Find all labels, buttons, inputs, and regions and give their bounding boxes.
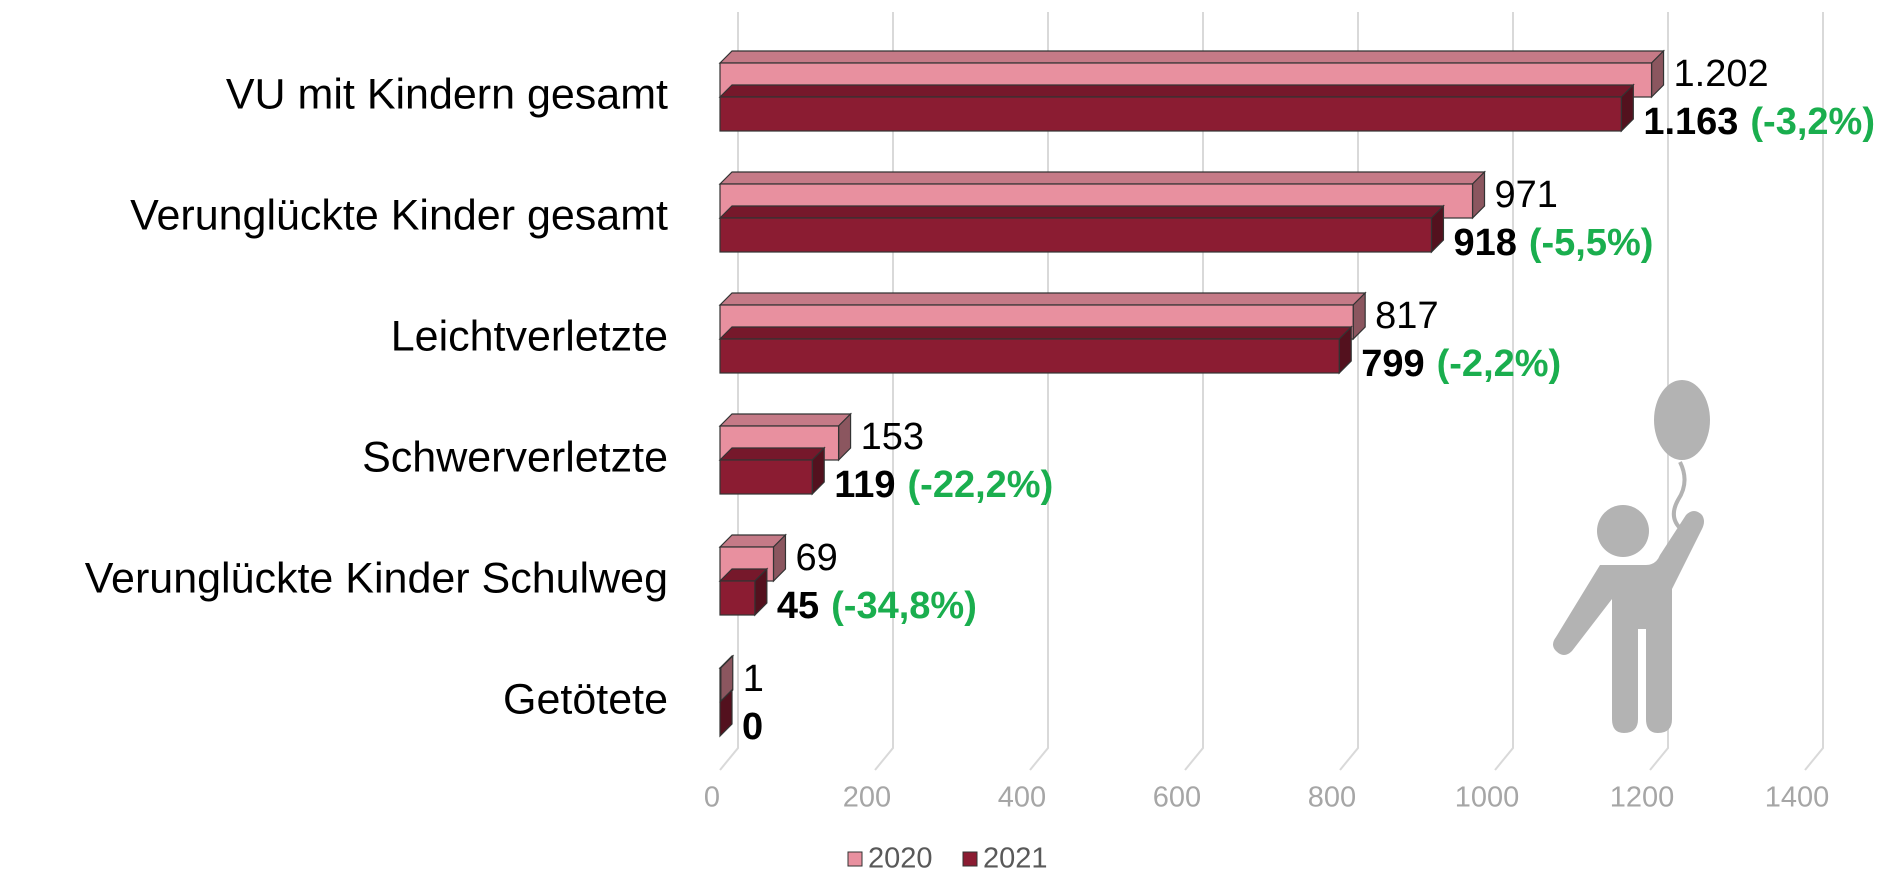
data-label: 817 — [1375, 295, 1438, 337]
x-tick-label: 1200 — [1610, 782, 1675, 814]
x-tick-label: 1000 — [1455, 782, 1520, 814]
bar-side — [719, 688, 733, 738]
data-label: 1 — [743, 658, 764, 700]
data-label: 799 (-2,2%) — [1361, 343, 1561, 385]
data-label-value: 1.163 — [1643, 101, 1738, 143]
x-tick-label: 200 — [843, 782, 891, 814]
category-label: Verunglückte Kinder gesamt — [130, 191, 668, 239]
data-label: 1.202 — [1674, 53, 1769, 95]
data-label-value: 918 — [1453, 222, 1516, 264]
data-label-value: 817 — [1375, 295, 1438, 337]
change-annotation: (-5,5%) — [1529, 222, 1654, 264]
data-label-value: 0 — [742, 706, 763, 748]
legend-label: 2021 — [983, 843, 1048, 872]
data-label-value: 119 — [834, 464, 895, 506]
bar-top — [718, 447, 826, 461]
bar-top — [718, 413, 853, 427]
data-label: 1.163 (-3,2%) — [1643, 101, 1875, 143]
bar-top — [718, 171, 1486, 185]
legend-swatch — [962, 851, 978, 867]
bar-top — [718, 292, 1367, 306]
change-annotation: (-34,8%) — [831, 585, 977, 627]
bar — [719, 338, 1340, 374]
grid-line — [1804, 12, 1824, 771]
category-label: Leichtverletzte — [391, 312, 668, 360]
bar — [719, 459, 813, 495]
x-tick-label: 600 — [1153, 782, 1201, 814]
change-annotation: (-2,2%) — [1437, 343, 1562, 385]
bar-top — [718, 84, 1635, 98]
data-label: 918 (-5,5%) — [1453, 222, 1653, 264]
bar-top — [718, 326, 1353, 340]
legend-label: 2020 — [868, 843, 933, 872]
x-tick-label: 400 — [998, 782, 1046, 814]
data-label: 153 — [861, 416, 924, 458]
data-label-value: 1.202 — [1674, 53, 1769, 95]
bar — [719, 217, 1433, 253]
category-label: Verunglückte Kinder Schulweg — [85, 554, 668, 602]
bar-top — [718, 205, 1445, 219]
data-label-value: 45 — [777, 585, 819, 627]
grid-line — [1184, 12, 1204, 771]
data-label-value: 971 — [1495, 174, 1558, 216]
data-label-value: 69 — [795, 537, 837, 579]
x-tick-label: 1400 — [1765, 782, 1830, 814]
data-label: 0 — [742, 706, 763, 748]
change-annotation: (-22,2%) — [908, 464, 1054, 506]
category-label: Schwerverletzte — [362, 433, 668, 481]
data-label: 119 (-22,2%) — [834, 464, 1053, 506]
bar — [719, 580, 756, 616]
legend-swatch — [847, 851, 863, 867]
category-label: VU mit Kindern gesamt — [226, 70, 668, 118]
child-balloon-icon — [1553, 380, 1710, 733]
data-label-value: 153 — [861, 416, 924, 458]
data-label: 45 (-34,8%) — [777, 585, 977, 627]
change-annotation: (-3,2%) — [1750, 101, 1875, 143]
bar-top — [718, 50, 1665, 64]
data-label-value: 1 — [743, 658, 764, 700]
data-label-value: 799 — [1361, 343, 1424, 385]
grid-line — [1029, 12, 1049, 771]
grid-line — [719, 12, 739, 771]
grid-line — [874, 12, 894, 771]
x-tick-label: 0 — [704, 782, 720, 814]
grid-line — [1339, 12, 1359, 771]
bar — [719, 667, 722, 703]
x-tick-label: 800 — [1308, 782, 1356, 814]
data-label: 971 — [1495, 174, 1558, 216]
grid-line — [1494, 12, 1514, 771]
bar — [719, 96, 1622, 132]
grid-line — [1649, 12, 1669, 771]
category-label: Getötete — [503, 675, 668, 723]
data-label: 69 — [795, 537, 837, 579]
